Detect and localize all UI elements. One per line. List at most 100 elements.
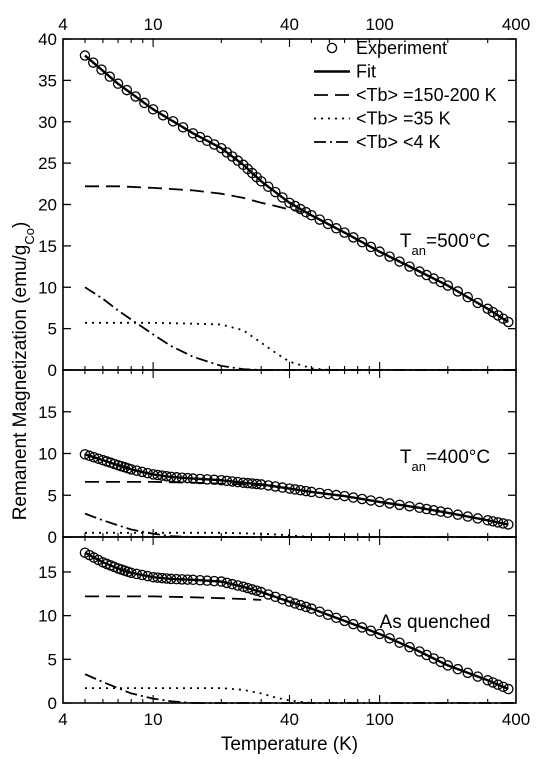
legend-entry: <Tb> <4 K	[314, 132, 441, 152]
chart-panels: 0510152025303540Tan=500°C051015Tan=400°C…	[38, 30, 517, 713]
data-point	[121, 84, 133, 96]
data-point	[300, 206, 312, 218]
x-tick-label-top: 4	[58, 15, 67, 34]
data-point	[374, 246, 385, 257]
data-point	[177, 122, 189, 133]
annotation-rest: =400°C	[426, 447, 490, 468]
data-point	[404, 261, 415, 272]
data-point	[251, 585, 262, 596]
series-line	[84, 54, 509, 324]
data-point	[497, 313, 509, 324]
y-tick-label: 40	[38, 30, 57, 49]
legend-entry: <Tb> =150-200 K	[314, 85, 497, 105]
series-line	[84, 551, 509, 691]
data-point	[503, 683, 514, 695]
y-tick-label: 30	[38, 113, 57, 132]
data-point	[404, 641, 415, 653]
x-tick-label-bottom: 10	[144, 710, 163, 729]
data-point	[472, 671, 483, 682]
x-tick-label-bottom: 4	[58, 710, 67, 729]
data-point	[487, 677, 499, 688]
x-tick-label-bottom: 400	[502, 710, 530, 729]
data-point	[295, 203, 306, 215]
data-point	[503, 316, 514, 328]
y-tick-label: 35	[38, 71, 57, 90]
data-point	[277, 594, 288, 605]
series-line	[84, 673, 194, 704]
legend-marker	[326, 42, 338, 54]
y-tick-label: 5	[48, 320, 57, 339]
data-point	[497, 681, 509, 693]
data-point	[482, 675, 493, 686]
data-point	[314, 214, 325, 225]
y-tick-label: 0	[48, 694, 57, 713]
data-point	[356, 622, 368, 633]
data-point	[84, 450, 95, 462]
data-point	[492, 310, 504, 321]
y-tick-label: 20	[38, 196, 57, 215]
data-point	[356, 236, 368, 248]
legend-entry: <Tb> =35 K	[314, 109, 451, 129]
data-point	[270, 186, 281, 198]
x-tick-label-top: 40	[280, 15, 299, 34]
legend-label: <Tb> <4 K	[356, 132, 441, 152]
y-axis-label-close: )	[10, 222, 31, 228]
data-point	[348, 232, 359, 243]
annotation-sub: an	[412, 243, 426, 258]
y-axis-label-sub: Co	[22, 228, 37, 245]
data-point	[147, 104, 159, 115]
data-point	[263, 589, 274, 600]
annotation-rest: =500°C	[426, 231, 490, 252]
data-point	[452, 286, 464, 297]
data-point	[295, 599, 306, 611]
legend-label: <Tb> =150-200 K	[356, 85, 497, 105]
data-point	[87, 57, 99, 68]
y-axis-label-main: Remanent Magnetization (emu/g	[10, 245, 31, 521]
series-line	[85, 595, 262, 601]
data-point	[130, 91, 141, 102]
annotation-main: T	[400, 231, 412, 252]
panel-annotation: Tan=400°C	[400, 447, 490, 474]
panel-1: 0 5 10 15 20 25 30 35 40 Tan=500°C	[38, 30, 517, 380]
data-point	[462, 291, 474, 303]
data-point	[300, 601, 312, 613]
y-tick-label: 15	[38, 237, 57, 256]
series-line	[84, 453, 509, 526]
y-tick-label: 15	[38, 563, 57, 582]
legend-label: Experiment	[356, 38, 447, 58]
data-point	[492, 679, 504, 690]
data-point	[96, 64, 107, 75]
y-tick-label: 15	[38, 403, 57, 422]
x-axis-label: Temperature (K)	[221, 734, 358, 755]
x-tick-label-top: 400	[502, 15, 530, 34]
y-tick-label: 5	[48, 486, 57, 505]
y-tick-label: 0	[48, 361, 57, 380]
data-point	[289, 598, 301, 609]
data-point	[263, 181, 274, 192]
y-tick-label: 0	[48, 528, 57, 547]
data-point	[442, 660, 454, 671]
data-point	[167, 116, 179, 127]
data-point	[255, 176, 267, 187]
y-tick-label: 25	[38, 154, 57, 173]
data-point	[306, 210, 317, 221]
data-point	[452, 663, 464, 675]
data-point	[104, 71, 116, 82]
legend-entry: Fit	[314, 62, 376, 82]
data-point	[270, 591, 281, 603]
y-tick-label: 10	[38, 445, 57, 464]
series-line	[85, 321, 330, 371]
data-point	[284, 596, 295, 607]
data-point	[365, 241, 377, 253]
panel-3: 0 5 10 15 As quenched	[38, 536, 517, 713]
data-point	[88, 452, 100, 463]
series-line	[85, 185, 302, 213]
x-axis-top: 4 10 40 100 400	[58, 15, 530, 34]
x-tick-label-bottom: 40	[280, 710, 299, 729]
legend: Experiment Fit <Tb> =150-200 K <Tb> =35 K <T…	[314, 38, 497, 152]
annotation-main: As quenched	[380, 612, 491, 633]
data-point	[139, 97, 150, 109]
panel-annotation: Tan=500°C	[400, 231, 490, 258]
annotation-sub: an	[412, 459, 426, 474]
